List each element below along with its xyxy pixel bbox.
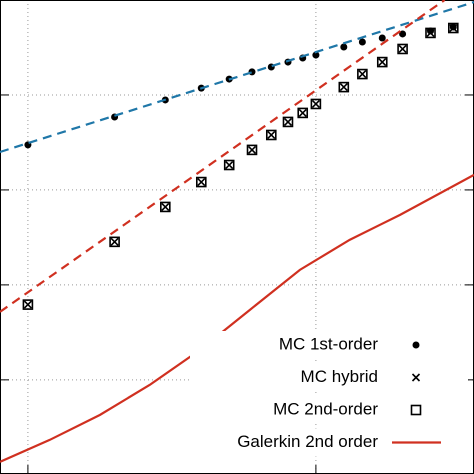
marker-box — [397, 43, 408, 55]
legend-bg — [190, 363, 468, 392]
marker-box — [195, 176, 207, 188]
legend-label: Galerkin 2nd order — [237, 432, 378, 451]
marker-dot — [340, 43, 348, 51]
marker-box — [282, 116, 294, 128]
marker-dot — [412, 341, 420, 349]
box-stroke — [310, 98, 322, 110]
marker-cross — [197, 177, 206, 187]
box-stroke — [22, 299, 34, 310]
marker-box — [425, 27, 436, 39]
marker-dot — [399, 30, 407, 38]
marker-cross — [298, 108, 307, 117]
box-stroke — [282, 116, 294, 128]
marker-box — [410, 404, 422, 416]
cross-stroke — [411, 373, 421, 382]
cross-stroke — [398, 44, 407, 54]
marker-cross — [23, 300, 32, 309]
legend-label: MC hybrid — [301, 367, 378, 386]
cross-stroke — [283, 117, 293, 126]
marker-box — [357, 68, 368, 80]
marker-cross — [161, 202, 170, 212]
marker-box — [22, 299, 34, 310]
legend-bg — [190, 396, 468, 424]
marker-dot — [358, 38, 366, 46]
cross-stroke — [298, 108, 307, 117]
fit-line — [0, 1, 474, 154]
cross-stroke — [23, 300, 32, 309]
marker-box — [246, 144, 258, 156]
marker-dot — [312, 51, 320, 59]
box-stroke — [195, 176, 207, 188]
cross-stroke — [426, 28, 435, 37]
cross-stroke — [225, 160, 234, 170]
box-stroke — [223, 159, 235, 171]
box-stroke — [397, 43, 408, 55]
marker-cross — [411, 373, 421, 382]
box-stroke — [357, 68, 368, 80]
box-stroke — [425, 27, 436, 39]
marker-box — [447, 22, 459, 34]
cross-stroke — [267, 130, 276, 140]
cross-stroke — [110, 237, 119, 246]
legend-label: MC 1st-order — [279, 334, 379, 353]
marker-cross — [283, 117, 293, 126]
marker-box — [109, 236, 120, 248]
marker-cross — [339, 83, 348, 92]
fit-line — [0, 0, 446, 313]
line-series — [0, 173, 474, 463]
box-stroke — [447, 22, 459, 34]
legend-label: MC 2nd-order — [273, 399, 378, 418]
cross-stroke — [311, 99, 320, 109]
marker-cross — [247, 145, 257, 154]
marker-cross — [449, 23, 458, 33]
box-stroke — [265, 129, 277, 141]
cross-stroke — [378, 58, 387, 67]
box-stroke — [410, 404, 422, 416]
marker-cross — [110, 237, 119, 246]
marker-dot — [378, 34, 386, 42]
cross-stroke — [449, 23, 458, 33]
cross-stroke — [197, 177, 206, 187]
marker-cross — [426, 28, 435, 37]
box-stroke — [338, 81, 350, 93]
marker-box — [376, 56, 388, 68]
box-stroke — [297, 107, 309, 119]
box-stroke — [160, 201, 171, 213]
cross-stroke — [247, 145, 257, 154]
marker-box — [338, 81, 350, 93]
marker-cross — [267, 130, 276, 140]
box-stroke — [109, 236, 120, 248]
cross-stroke — [339, 83, 348, 92]
marker-cross — [225, 160, 234, 170]
cross-stroke — [358, 69, 367, 79]
marker-dot — [248, 68, 256, 76]
marker-box — [310, 98, 322, 110]
cross-stroke — [161, 202, 170, 212]
marker-box — [297, 107, 309, 119]
box-stroke — [376, 56, 388, 68]
marker-cross — [358, 69, 367, 79]
marker-box — [223, 159, 235, 171]
legend-bg — [190, 331, 468, 359]
box-stroke — [246, 144, 258, 156]
marker-box — [160, 201, 171, 213]
marker-box — [265, 129, 277, 141]
marker-cross — [398, 44, 407, 54]
marker-cross — [311, 99, 320, 109]
marker-cross — [378, 58, 387, 67]
